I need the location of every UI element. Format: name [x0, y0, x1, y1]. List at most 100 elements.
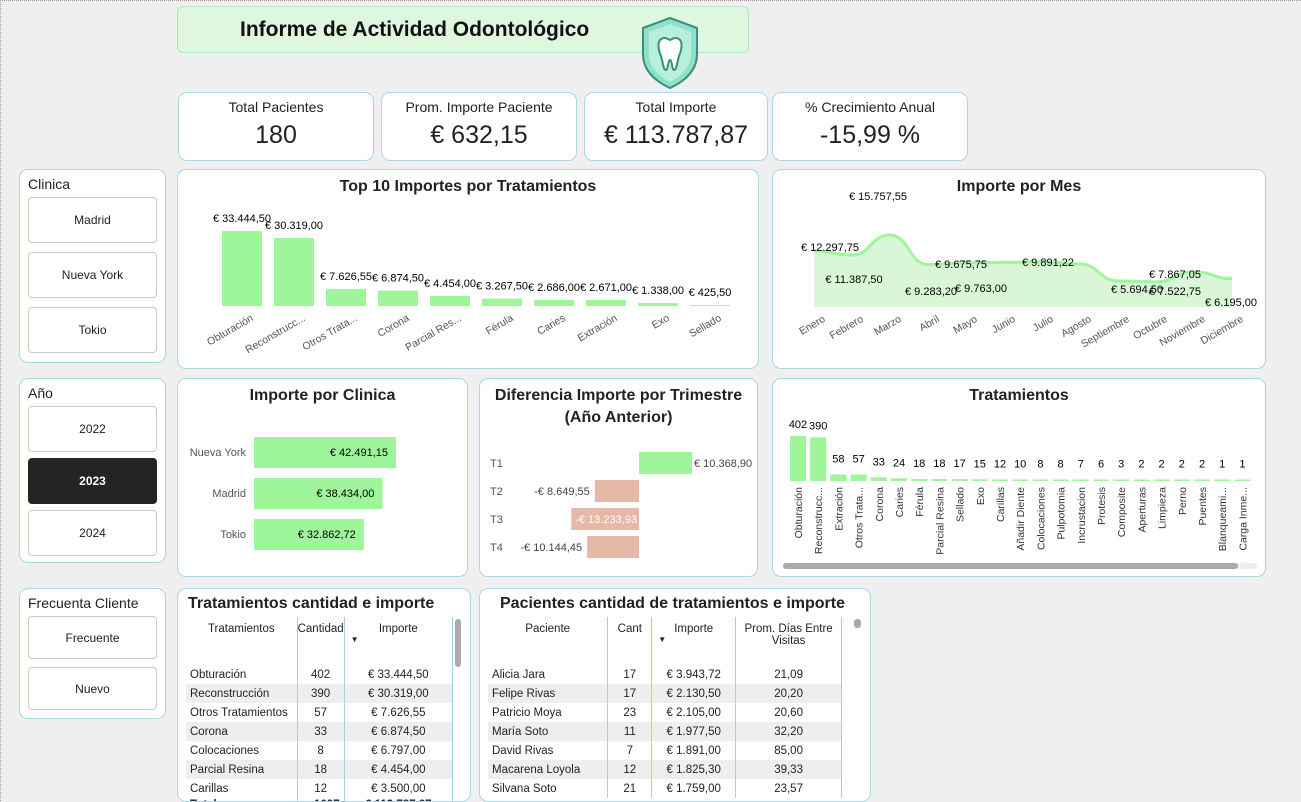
slicer-title: Año [28, 385, 53, 401]
slicer-item-tokio[interactable]: Tokio [28, 307, 157, 353]
data-label: 58 [832, 454, 844, 466]
horizontal-scrollbar[interactable] [783, 563, 1257, 569]
table-cell: 21 [607, 779, 652, 798]
table-cell: 23,57 [735, 779, 842, 798]
data-label: 15 [974, 458, 986, 470]
table-cell: Carillas [190, 782, 229, 795]
column-header[interactable]: Cant [607, 617, 652, 665]
vertical-scrollbar[interactable] [455, 619, 461, 667]
column-header[interactable]: Importe ▼ [651, 617, 736, 665]
table-row[interactable]: Carillas 12 € 3.500,00 [186, 779, 454, 798]
table-cell: 39,33 [735, 760, 842, 779]
table-row[interactable]: Otros Tratamientos 57 € 7.626,55 [186, 703, 454, 722]
sort-descending-icon[interactable]: ▼ [658, 635, 667, 644]
axis-label: Colocaciones [1035, 487, 1047, 550]
kpi-prom-importe: Prom. Importe Paciente € 632,15 [381, 92, 577, 161]
table-row[interactable]: Obturación 402 € 33.444,50 [186, 665, 454, 684]
bar [222, 231, 262, 306]
slicer-frecuencia: Frecuenta Cliente Frecuente Nuevo [19, 588, 166, 719]
bar [1234, 479, 1251, 481]
slicer-item-nueva-york[interactable]: Nueva York [28, 252, 157, 298]
axis-label: Añadir Diente [1015, 487, 1027, 551]
table-cell: € 4.454,00 [343, 760, 454, 779]
table-cell: € 2.130,50 [651, 684, 736, 703]
table-cell: 8 [296, 741, 345, 760]
total-cell: Total [186, 798, 297, 801]
column-header[interactable]: Cantidad [296, 617, 345, 665]
data-label: 2 [1179, 459, 1185, 471]
kpi-crecimiento-anual: % Crecimiento Anual -15,99 % [772, 92, 968, 161]
data-label: € 38.434,00 [316, 488, 374, 500]
table-cell: 18 [296, 760, 345, 779]
slicer-item-frecuente[interactable]: Frecuente [28, 616, 157, 659]
data-label: 390 [809, 420, 827, 432]
axis-label: Marzo [872, 313, 903, 338]
table-row[interactable]: Patricio Moya 23 € 2.105,00 20,60 [488, 703, 842, 722]
table-cell: 85,00 [735, 741, 842, 760]
table-row[interactable]: Corona 33 € 6.874,50 [186, 722, 454, 741]
axis-label: Enero [797, 313, 827, 337]
bar [891, 478, 907, 481]
chart-title: Importe por Mes [956, 178, 1082, 195]
axis-label: Extración [576, 312, 620, 344]
tooth-shield-icon [642, 16, 698, 90]
axis-label: Corona [376, 312, 412, 340]
slicer-item-2024[interactable]: 2024 [28, 510, 157, 556]
sort-descending-icon[interactable]: ▼ [350, 635, 359, 644]
scrollbar-thumb[interactable] [783, 563, 1239, 569]
table-row[interactable]: David Rivas 7 € 1.891,00 85,00 [488, 741, 842, 760]
slicer-item-2023[interactable]: 2023 [28, 458, 157, 504]
column-header[interactable]: Paciente [488, 617, 608, 665]
column-header[interactable]: Prom. Días Entre Visitas [735, 617, 842, 665]
bar [638, 302, 678, 306]
column-header-label: Prom. Días Entre Visitas [744, 623, 833, 647]
data-label: 8 [1037, 459, 1043, 471]
table-cell: David Rivas [492, 744, 554, 757]
table-header-row: Tratamientos Cantidad Importe ▼ [186, 617, 454, 665]
chart-plot: € 42.491,15 Nueva York € 38.434,00 Madrid € … [190, 437, 396, 550]
data-label: 33 [873, 456, 885, 468]
kpi-total-pacientes: Total Pacientes 180 [178, 92, 374, 161]
axis-label: Composite [1116, 487, 1128, 537]
slicer-item-2022[interactable]: 2022 [28, 406, 157, 452]
table-row[interactable]: Felipe Rivas 17 € 2.130,50 20,20 [488, 684, 842, 703]
bar [850, 474, 867, 481]
table-cell: Patricio Moya [492, 706, 562, 719]
column-header-label: Tratamientos [207, 623, 275, 635]
data-label: € 33.444,50 [213, 213, 271, 225]
kpi-total-importe: Total Importe € 113.787,87 [584, 92, 768, 161]
table-cell: 402 [296, 665, 345, 684]
table-cell: € 30.319,00 [343, 684, 454, 703]
table-row[interactable]: Macarena Loyola 12 € 1.825,30 39,33 [488, 760, 842, 779]
table-cell: Otros Tratamientos [190, 706, 288, 719]
data-label: 1 [1219, 459, 1225, 471]
data-label: € 42.491,15 [330, 447, 388, 459]
slicer-item-nuevo[interactable]: Nuevo [28, 667, 157, 710]
table-row[interactable]: María Soto 11 € 1.977,50 32,20 [488, 722, 842, 741]
table-row[interactable]: Colocaciones 8 € 6.797,00 [186, 741, 454, 760]
bar [1113, 479, 1130, 481]
bar [1012, 479, 1029, 481]
column-header[interactable]: Importe ▼ [343, 617, 454, 665]
column-header[interactable]: Tratamientos [186, 617, 297, 665]
chart-title: Diferencia Importe por Trimestre (Año An… [494, 387, 743, 426]
data-label: € 2.686,00 [528, 282, 580, 294]
vertical-scrollbar[interactable] [854, 619, 861, 628]
table-title: Pacientes cantidad de tratamientos e imp… [500, 595, 845, 612]
table-row[interactable]: Silvana Soto 21 € 1.759,00 23,57 [488, 779, 842, 798]
data-label: € 15.757,55 [849, 191, 907, 203]
chart-tratamientos: Tratamientos 402 Obturación 390 Reconstrucc… [772, 378, 1266, 577]
data-label: -€ 8.649,55 [534, 486, 590, 498]
slicer-item-madrid[interactable]: Madrid [28, 197, 157, 243]
table-cell: Corona [186, 722, 298, 741]
axis-label: Blanqueami... [1217, 487, 1229, 551]
table-row[interactable]: Alicia Jara 17 € 3.943,72 21,09 [488, 665, 842, 684]
chart-plot: € 10.368,90 T1 -€ 8.649,55 T2 -€ 13.233,93 T3… [490, 452, 752, 558]
table-row[interactable]: Parcial Resina 18 € 4.454,00 [186, 760, 454, 779]
total-cell: € 113.787,87 [343, 798, 454, 801]
kpi-label: Total Pacientes [228, 99, 324, 115]
axis-label: Férula [914, 487, 926, 517]
table-row[interactable]: Reconstrucción 390 € 30.319,00 [186, 684, 454, 703]
bar [586, 300, 626, 306]
